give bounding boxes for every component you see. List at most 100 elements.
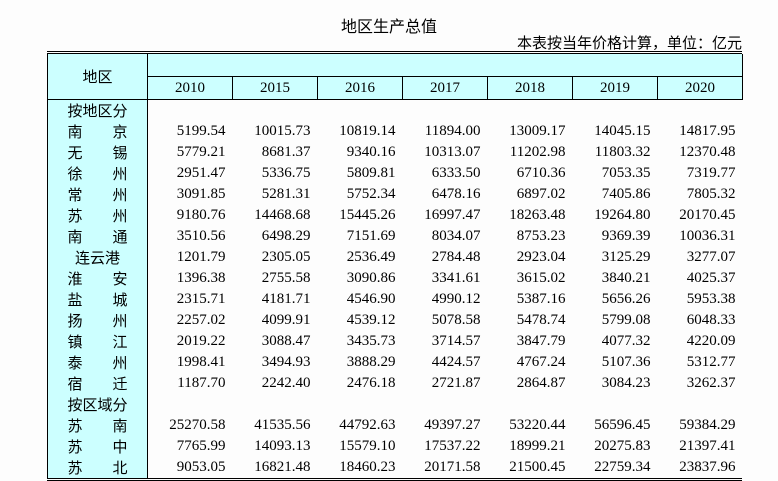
value-cell: 3435.73 <box>346 333 396 349</box>
value-cell: 59384.29 <box>679 417 736 433</box>
value-cell: 7319.77 <box>686 165 736 181</box>
region-cell: 徐 州 <box>47 163 148 184</box>
value-cell: 14093.13 <box>254 438 311 454</box>
value-cell: 6333.50 <box>431 165 481 181</box>
value-cell: 2019.22 <box>176 333 226 349</box>
value-cell: 9180.76 <box>176 207 226 223</box>
value-cell: 17537.22 <box>424 438 481 454</box>
value-cell: 44792.63 <box>339 417 396 433</box>
region-cell: 无 锡 <box>47 142 148 163</box>
value-cell: 2315.71 <box>176 291 226 307</box>
table-row: 泰 州 1998.41 3494.93 3888.29 4424.57 4767.24 51… <box>47 352 743 373</box>
value-cell: 6048.33 <box>686 312 736 328</box>
region-cell: 苏 南 <box>47 415 148 436</box>
value-cell: 2951.47 <box>176 165 226 181</box>
year-header: 2016 <box>317 76 403 100</box>
region-cell: 苏 中 <box>47 436 148 457</box>
table-row: 镇 江 2019.22 3088.47 3435.73 3714.57 3847.79 40… <box>47 331 743 352</box>
gdp-table-wrapper: 地区 2010 2015 2016 2017 2018 2019 2020 按地区分南 京 5… <box>47 51 744 481</box>
gdp-table: 地区 2010 2015 2016 2017 2018 2019 2020 按地区分南 京 5… <box>47 54 744 478</box>
value-cell: 22759.34 <box>594 459 651 475</box>
value-cell <box>148 394 233 415</box>
value-cell: 3125.29 <box>601 249 651 265</box>
value-cell: 20171.58 <box>424 459 481 475</box>
value-cell: 2476.18 <box>346 375 396 391</box>
value-cell: 11202.98 <box>509 144 566 160</box>
value-cell: 10819.14 <box>339 123 396 139</box>
value-cell: 56596.45 <box>594 417 651 433</box>
value-cell: 3088.47 <box>261 333 311 349</box>
value-cell: 3840.21 <box>601 270 651 286</box>
value-cell: 9053.05 <box>176 459 226 475</box>
value-cell: 4025.37 <box>686 270 736 286</box>
value-cell: 3494.93 <box>261 354 311 370</box>
year-header: 2020 <box>656 76 744 100</box>
value-cell: 11803.32 <box>594 144 651 160</box>
value-cell: 5281.31 <box>261 186 311 202</box>
value-cell: 3262.37 <box>686 375 736 391</box>
region-cell: 淮 安 <box>47 268 148 289</box>
value-cell <box>318 394 403 415</box>
table-row: 苏 州 9180.76 14468.68 15445.26 16997.47 18263.… <box>47 205 743 226</box>
value-cell <box>488 100 573 122</box>
region-column-header: 地区 <box>47 54 148 100</box>
value-cell: 4424.57 <box>431 354 481 370</box>
value-cell: 41535.56 <box>254 417 311 433</box>
region-cell: 苏 州 <box>47 205 148 226</box>
value-cell: 5779.21 <box>176 144 226 160</box>
value-cell: 4099.91 <box>261 312 311 328</box>
value-cell: 7805.32 <box>686 186 736 202</box>
region-cell: 按区域分 <box>47 394 148 415</box>
value-cell: 18999.21 <box>509 438 566 454</box>
value-cell: 5199.54 <box>176 123 226 139</box>
table-row: 扬 州 2257.02 4099.91 4539.12 5078.58 5478.74 57… <box>47 310 743 331</box>
value-cell: 5478.74 <box>516 312 566 328</box>
value-cell: 10015.73 <box>254 123 311 139</box>
value-cell <box>658 394 743 415</box>
value-cell: 53220.44 <box>509 417 566 433</box>
value-cell <box>148 100 233 122</box>
value-cell: 2242.40 <box>261 375 311 391</box>
table-row: 徐 州 2951.47 5336.75 5809.81 6333.50 6710.36 70… <box>47 163 743 184</box>
table-row: 连云港 1201.79 2305.05 2536.49 2784.48 2923.04 31… <box>47 247 743 268</box>
year-header: 2018 <box>487 76 573 100</box>
value-cell: 1998.41 <box>176 354 226 370</box>
value-cell: 18460.23 <box>339 459 396 475</box>
table-row: 淮 安 1396.38 2755.58 3090.86 3341.61 3615.02 38… <box>47 268 743 289</box>
value-cell: 5078.58 <box>431 312 481 328</box>
table-row: 常 州 3091.85 5281.31 5752.34 6478.16 6897.02 74… <box>47 184 743 205</box>
value-cell: 5809.81 <box>346 165 396 181</box>
value-cell: 2536.49 <box>346 249 396 265</box>
value-cell: 16997.47 <box>424 207 481 223</box>
value-cell: 2257.02 <box>176 312 226 328</box>
value-cell: 5799.08 <box>601 312 651 328</box>
year-band-cell <box>146 54 744 77</box>
value-cell: 8681.37 <box>261 144 311 160</box>
value-cell <box>233 100 318 122</box>
value-cell: 3847.79 <box>516 333 566 349</box>
region-cell: 南 通 <box>47 226 148 247</box>
value-cell: 14468.68 <box>254 207 311 223</box>
value-cell: 5312.77 <box>686 354 736 370</box>
value-cell: 10036.31 <box>679 228 736 244</box>
value-cell <box>403 100 488 122</box>
value-cell: 14817.95 <box>679 123 736 139</box>
value-cell: 8753.23 <box>516 228 566 244</box>
table-row: 宿 迁 1187.70 2242.40 2476.18 2721.87 2864.87 30… <box>47 373 743 394</box>
value-cell <box>233 394 318 415</box>
value-cell: 5107.36 <box>601 354 651 370</box>
value-cell: 10313.07 <box>424 144 481 160</box>
value-cell <box>658 100 743 122</box>
value-cell: 7765.99 <box>176 438 226 454</box>
value-cell <box>573 394 658 415</box>
value-cell: 5387.16 <box>516 291 566 307</box>
table-row: 盐 城 2315.71 4181.71 4546.90 4990.12 5387.16 56… <box>47 289 743 310</box>
value-cell: 9340.16 <box>346 144 396 160</box>
region-cell: 宿 迁 <box>47 373 148 394</box>
value-cell: 7405.86 <box>601 186 651 202</box>
value-cell: 7053.35 <box>601 165 651 181</box>
value-cell: 15579.10 <box>339 438 396 454</box>
value-cell: 11894.00 <box>424 123 481 139</box>
value-cell: 3510.56 <box>176 228 226 244</box>
value-cell: 15445.26 <box>339 207 396 223</box>
